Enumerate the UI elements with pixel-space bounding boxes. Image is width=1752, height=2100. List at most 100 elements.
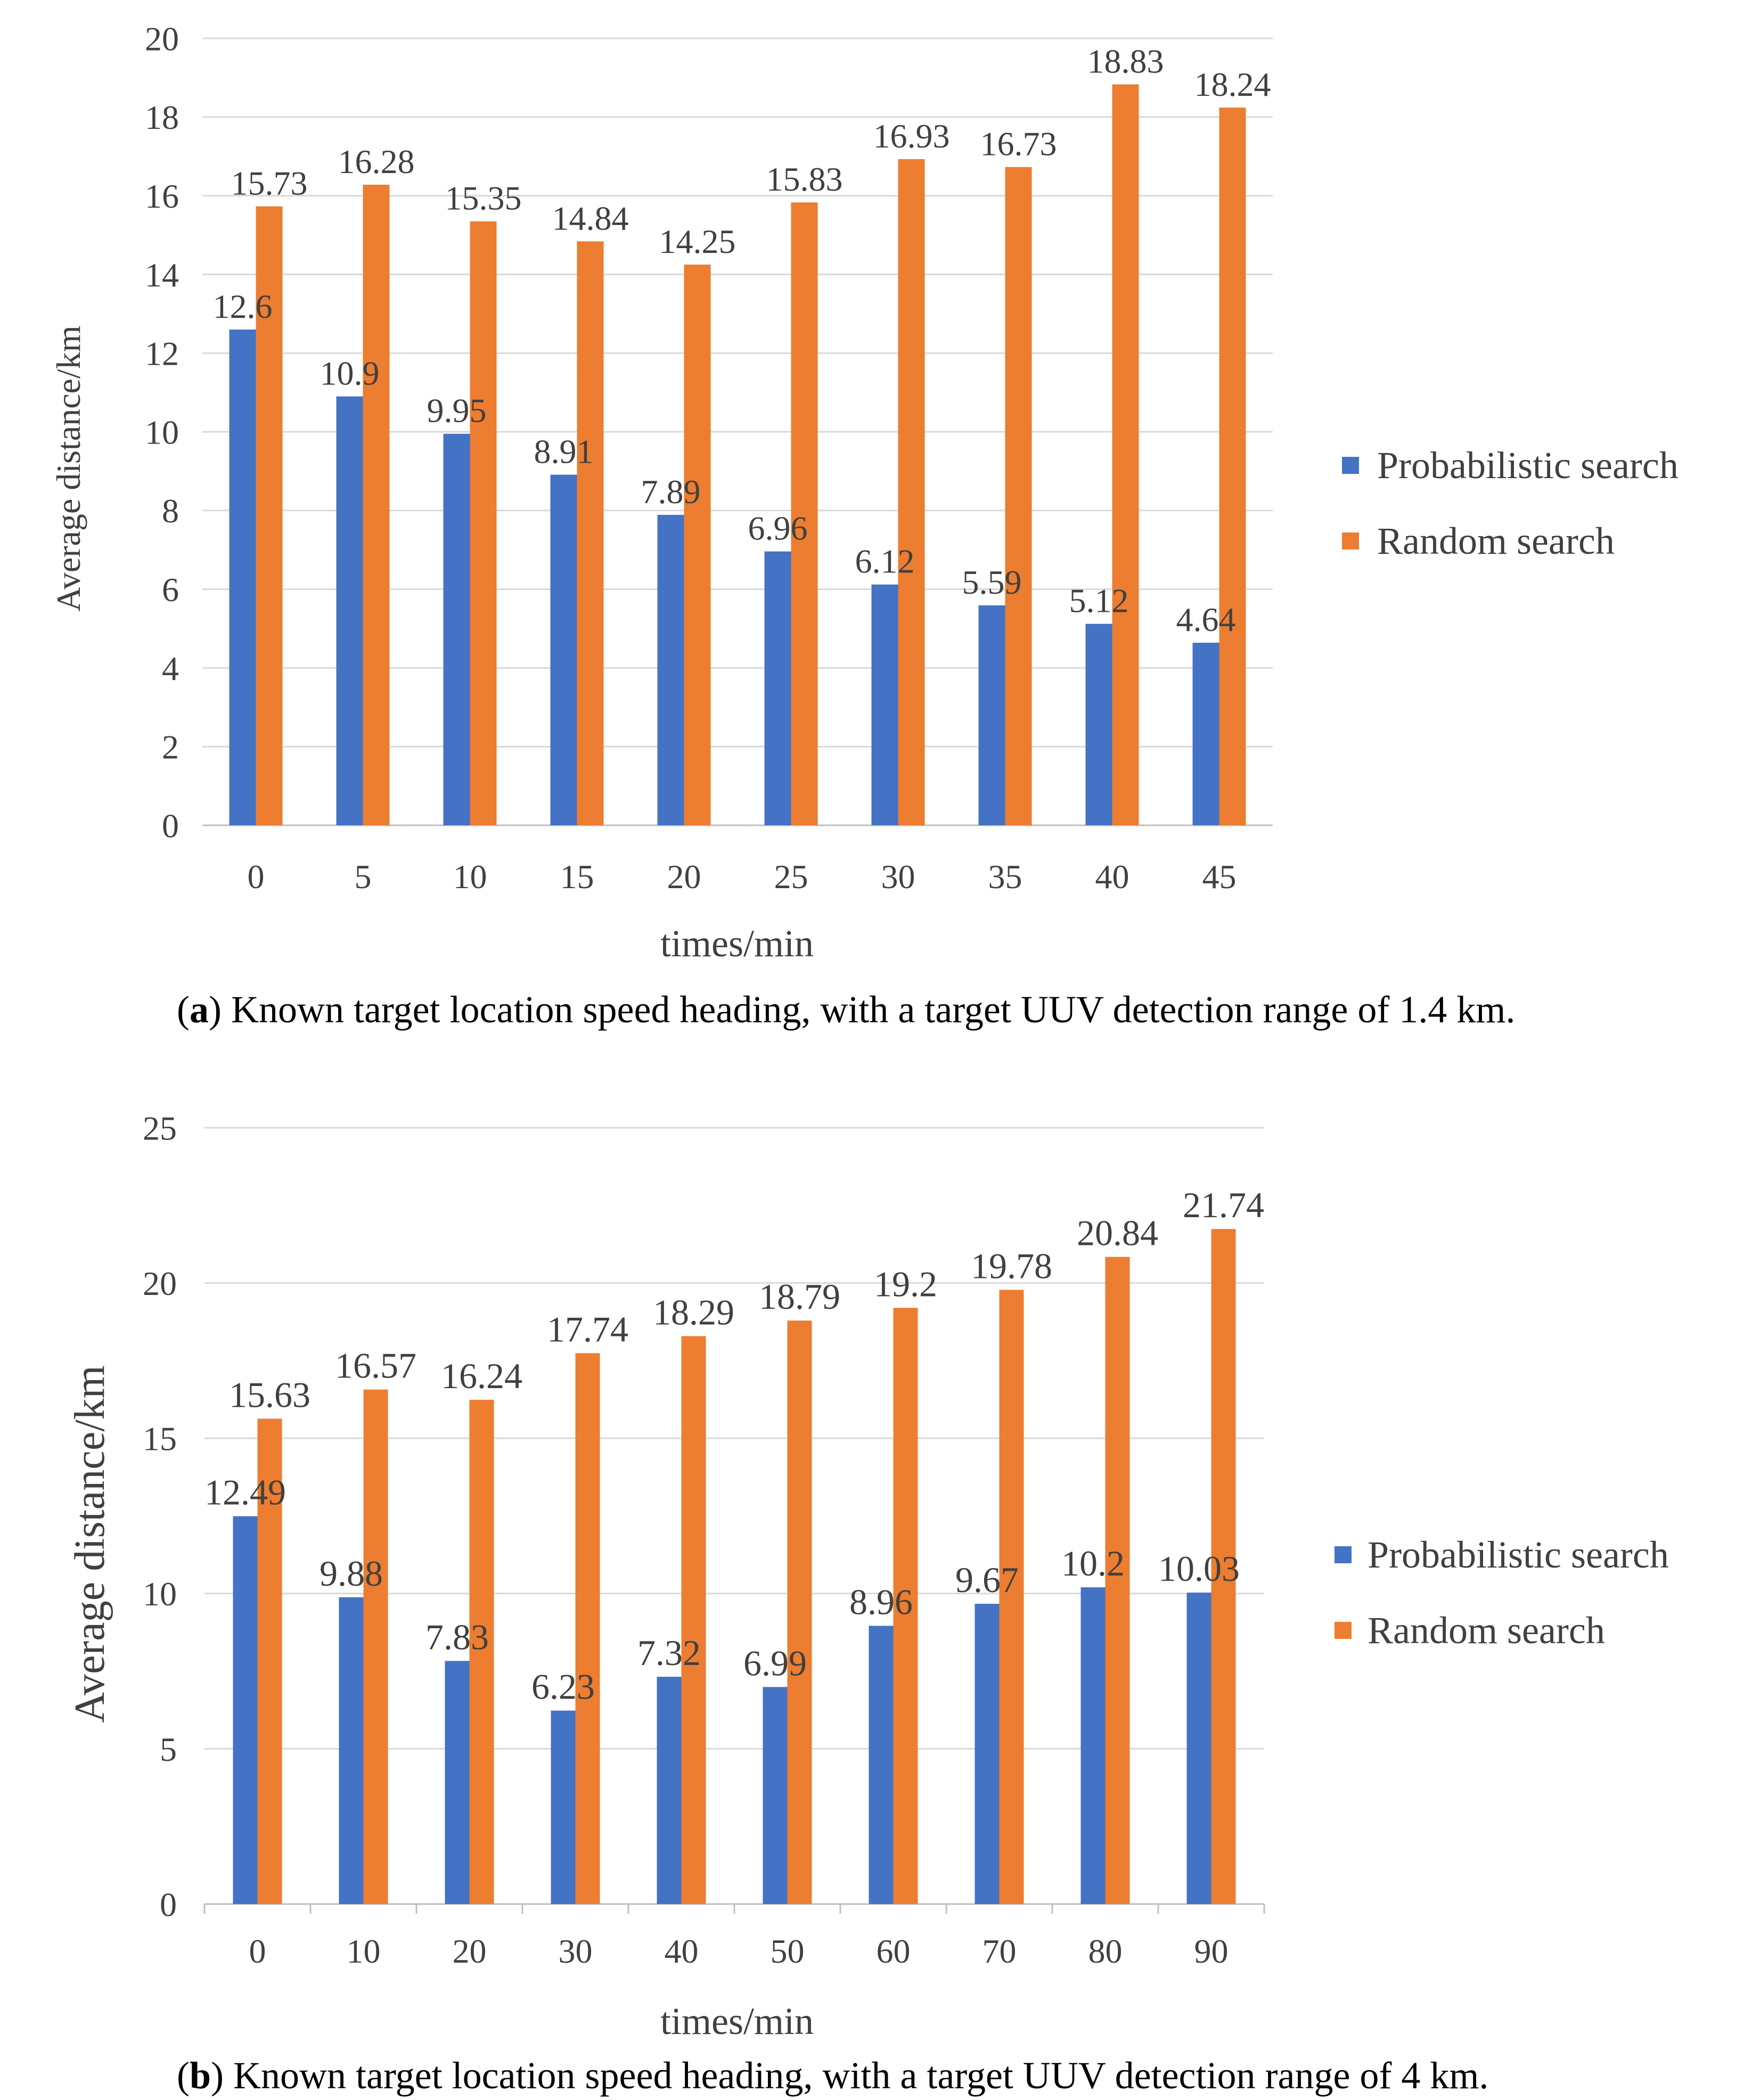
x-tick-label: 0 (248, 858, 265, 896)
chart-b-caption: (b) Known target location speed heading,… (177, 2054, 1488, 2097)
legend-swatch-probabilistic (1342, 457, 1359, 474)
y-tick-label: 10 (143, 1575, 177, 1613)
data-label-random: 15.83 (766, 160, 843, 198)
chart-b: 12.49 15.63 9.88 16.57 7.83 16.24 6.23 17.74 7.3… (67, 1109, 1669, 2097)
data-label-probabilistic: 7.32 (637, 1633, 701, 1673)
data-label-random: 18.79 (759, 1276, 840, 1317)
chart-b-x-axis-title: times/min (660, 2000, 814, 2042)
y-tick-label: 15 (143, 1420, 177, 1458)
bar-random (1112, 84, 1139, 825)
x-tick-label: 30 (559, 1932, 593, 1970)
x-tick-label: 15 (560, 858, 594, 896)
data-label-probabilistic: 9.88 (320, 1553, 383, 1594)
x-tick-label: 60 (877, 1932, 911, 1970)
y-tick-label: 5 (160, 1730, 177, 1768)
data-label-probabilistic: 5.12 (1069, 582, 1129, 620)
data-label-random: 16.73 (980, 125, 1057, 163)
caption-text: ) Known target location speed heading, w… (211, 2054, 1488, 2097)
x-tick-label: 35 (988, 858, 1022, 896)
x-tick-label: 40 (1095, 858, 1129, 896)
chart-a-y-ticks: 0 2 4 6 8 10 12 14 16 18 20 (145, 20, 179, 844)
bar-random (1219, 108, 1246, 826)
legend-label-random: Random search (1377, 520, 1615, 562)
bar-random (256, 206, 283, 826)
chart-a-x-ticks: 0 5 10 15 20 25 30 35 40 45 (248, 858, 1237, 896)
x-tick-label: 80 (1088, 1932, 1123, 1970)
data-label-probabilistic: 8.96 (849, 1581, 913, 1622)
caption-label: a (190, 988, 209, 1031)
bar-random (787, 1320, 812, 1904)
bar-probabilistic (445, 1661, 470, 1904)
bar-probabilistic (975, 1604, 1000, 1904)
bar-random (470, 221, 497, 825)
chart-a-caption: (a) Known target location speed heading,… (177, 988, 1515, 1031)
data-label-probabilistic: 6.99 (743, 1643, 807, 1683)
data-label-random: 17.74 (547, 1309, 628, 1349)
bar-probabilistic (978, 605, 1005, 825)
y-tick-label: 8 (162, 492, 179, 530)
bar-random (893, 1308, 918, 1904)
chart-b-legend: Probabilistic search Random search (1335, 1533, 1669, 1652)
bar-probabilistic (229, 329, 256, 825)
data-label-probabilistic: 8.91 (534, 433, 594, 471)
x-tick-label: 40 (665, 1932, 699, 1970)
x-tick-label: 20 (453, 1932, 487, 1970)
data-label-random: 18.83 (1087, 42, 1164, 80)
data-label-random: 18.24 (1194, 65, 1271, 103)
x-tick-label: 10 (347, 1932, 381, 1970)
data-label-probabilistic: 7.83 (425, 1617, 489, 1657)
y-tick-label: 20 (145, 20, 179, 58)
legend-swatch-random (1335, 1622, 1352, 1639)
y-tick-label: 12 (145, 335, 179, 373)
data-label-random: 15.35 (445, 179, 522, 217)
legend-label-random: Random search (1368, 1609, 1605, 1652)
bar-random (1211, 1229, 1236, 1904)
bar-probabilistic (1186, 1593, 1211, 1904)
chart-b-data-labels: 12.49 15.63 9.88 16.57 7.83 16.24 6.23 17.74 7.3… (204, 1185, 1264, 1707)
chart-a-legend: Probabilistic search Random search (1342, 444, 1679, 562)
bar-probabilistic (339, 1597, 364, 1904)
data-label-random: 19.2 (874, 1264, 937, 1304)
data-label-probabilistic: 6.96 (748, 510, 808, 547)
caption-open-paren: ( (177, 2054, 190, 2097)
chart-a-y-axis-title: Average distance/km (50, 325, 87, 611)
x-tick-label: 5 (355, 858, 372, 896)
bar-random (469, 1399, 494, 1904)
chart-a-data-labels: 12.6 15.73 10.9 16.28 9.95 15.35 8.91 14.84 7.89… (213, 42, 1271, 638)
y-tick-label: 20 (143, 1265, 177, 1302)
data-label-random: 14.84 (552, 199, 629, 237)
y-tick-label: 2 (162, 728, 179, 766)
data-label-random: 20.84 (1077, 1213, 1158, 1253)
caption-open-paren: ( (177, 988, 190, 1031)
bar-probabilistic (1192, 643, 1219, 825)
bar-probabilistic (657, 514, 684, 825)
data-label-random: 21.74 (1183, 1185, 1264, 1225)
bar-random (1005, 167, 1032, 825)
y-tick-label: 16 (145, 177, 179, 215)
bar-probabilistic (657, 1677, 682, 1904)
x-tick-label: 30 (881, 858, 915, 896)
data-label-random: 15.63 (229, 1374, 310, 1415)
bar-random (575, 1353, 600, 1904)
x-tick-label: 10 (453, 858, 487, 896)
bar-random (898, 159, 925, 825)
data-label-random: 16.24 (441, 1356, 522, 1396)
bar-probabilistic (336, 396, 363, 825)
data-label-probabilistic: 7.89 (641, 473, 701, 511)
bar-probabilistic (551, 1710, 576, 1904)
y-tick-label: 0 (162, 807, 179, 844)
bar-random (363, 1389, 388, 1904)
bar-probabilistic (1085, 624, 1112, 825)
bar-random (681, 1336, 706, 1904)
bar-probabilistic (871, 584, 898, 825)
data-label-probabilistic: 9.95 (427, 392, 487, 430)
bar-probabilistic (550, 474, 577, 825)
bar-random (1105, 1257, 1130, 1904)
legend-swatch-random (1342, 532, 1359, 549)
chart-b-x-ticks: 0 10 20 30 40 50 60 70 80 90 (249, 1932, 1229, 1970)
data-label-probabilistic: 4.64 (1176, 601, 1236, 638)
bar-probabilistic (233, 1516, 258, 1904)
bar-random (577, 241, 604, 826)
chart-b-y-axis-title: Average distance/km (67, 1365, 113, 1723)
data-label-probabilistic: 6.12 (855, 543, 915, 580)
